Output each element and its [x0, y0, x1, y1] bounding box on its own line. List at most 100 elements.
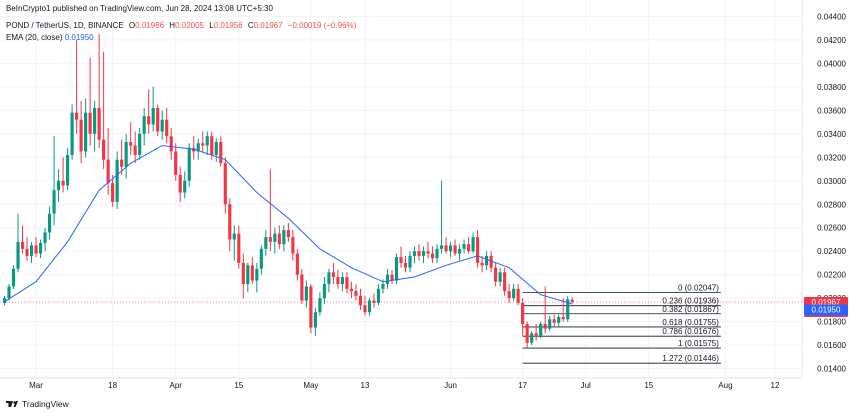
candle-body: [557, 316, 561, 323]
candle: [327, 268, 331, 293]
ema-label: EMA (20, close): [6, 33, 63, 42]
candle-body: [417, 251, 421, 256]
candle-body: [291, 237, 295, 254]
candle: [250, 257, 254, 285]
candle: [376, 284, 381, 306]
candle: [570, 297, 574, 304]
candle: [56, 169, 61, 202]
candle: [264, 230, 268, 256]
price-axis-label: 0.01400: [817, 365, 846, 374]
candle: [205, 131, 209, 155]
candle-body: [160, 119, 164, 132]
candle-body: [390, 274, 394, 281]
candle: [174, 143, 178, 181]
candle-body: [47, 213, 52, 233]
price-axis-label: 0.03200: [817, 153, 846, 162]
candle: [273, 227, 277, 254]
candle-body: [2, 298, 7, 303]
candle: [539, 321, 543, 339]
candle: [282, 225, 286, 252]
candle-body: [403, 262, 408, 268]
candle-body: [165, 119, 169, 137]
candle: [318, 292, 322, 316]
candle-body: [106, 159, 110, 184]
ema-line: [4, 145, 573, 305]
candle-body: [250, 265, 254, 281]
candle-body: [327, 272, 331, 285]
candle: [525, 321, 529, 348]
candle: [196, 138, 200, 160]
candle-body: [79, 119, 83, 152]
candle-body: [570, 299, 574, 303]
candle: [93, 100, 97, 152]
low-value: 0.01956: [213, 21, 243, 30]
candle-body: [485, 255, 489, 266]
fib-level-label: 1 (0.01575): [678, 339, 719, 348]
candle-body: [354, 291, 358, 296]
candle-body: [25, 248, 29, 256]
candle-body: [453, 245, 457, 254]
open-label: O: [128, 21, 136, 30]
candle-body: [318, 298, 322, 313]
candle-body: [56, 180, 61, 191]
ema-price-tag-bg: [804, 304, 848, 316]
candle: [268, 169, 272, 252]
high-label: H: [169, 21, 176, 30]
ema-legend: EMA (20, close) 0.01950: [6, 33, 94, 42]
candle-body: [268, 237, 272, 242]
candle: [552, 314, 556, 327]
candle: [399, 246, 403, 268]
close-label: C: [247, 21, 254, 30]
candle-body: [503, 272, 507, 292]
candle-body: [129, 142, 133, 146]
candle-body: [480, 262, 484, 266]
candle-body: [38, 243, 43, 254]
candle-body: [34, 245, 38, 254]
candle-body: [313, 312, 317, 328]
candle: [151, 86, 155, 132]
candle: [88, 57, 92, 146]
candle: [66, 147, 70, 191]
candle: [120, 139, 124, 175]
price-axis-label: 0.03000: [817, 177, 846, 186]
candle-body: [61, 180, 65, 186]
candle: [169, 127, 173, 160]
tradingview-branding[interactable]: TradingView: [6, 399, 69, 409]
candle-body: [223, 163, 227, 205]
candle-body: [111, 183, 115, 202]
candle: [561, 298, 565, 322]
candle: [467, 237, 471, 254]
candle: [2, 295, 7, 306]
candle: [97, 34, 101, 148]
candle: [503, 267, 507, 296]
candle: [111, 174, 115, 207]
candle-body: [259, 248, 263, 269]
candle-body: [232, 233, 236, 240]
candle-body: [11, 268, 16, 287]
candle-body: [52, 190, 56, 214]
candle: [201, 131, 205, 152]
candle: [309, 284, 313, 334]
candle-body: [7, 286, 11, 299]
candle: [228, 198, 232, 252]
candle-body: [178, 174, 182, 193]
candle: [403, 255, 408, 273]
candle: [277, 225, 281, 249]
candle-body: [151, 108, 155, 125]
candle: [471, 232, 475, 254]
candle: [52, 136, 56, 226]
candle-body: [561, 316, 565, 320]
candle: [498, 267, 502, 287]
candle-body: [210, 136, 214, 155]
time-axis-label: 12: [771, 381, 780, 390]
candle: [331, 262, 335, 285]
fib-level-label: 0.618 (0.01755): [662, 318, 719, 327]
candle: [435, 244, 439, 263]
candle-body: [507, 291, 511, 299]
candle-body: [277, 233, 281, 245]
candle: [345, 272, 349, 294]
candle: [462, 239, 466, 254]
candle: [476, 230, 480, 268]
candle-body: [102, 139, 106, 160]
